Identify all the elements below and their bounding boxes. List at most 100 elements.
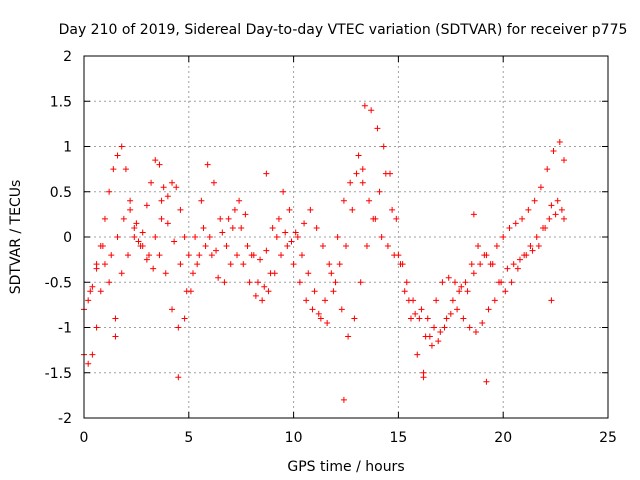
data-point [131,234,138,240]
data-point [208,252,215,259]
data-point [148,179,155,186]
data-point [502,288,509,295]
x-tick-label: 15 [389,430,407,446]
data-point [393,215,400,222]
data-point [219,229,226,236]
data-point [231,206,238,213]
data-point [449,297,456,304]
data-point [468,261,475,268]
data-point [560,157,567,164]
data-point [537,184,544,191]
data-point [175,324,182,331]
data-point [506,224,513,231]
data-point [336,261,343,268]
y-tick-label: -2 [58,411,72,427]
data-point [175,374,182,381]
data-point [401,288,408,295]
y-axis-label: SDTVAR / TECUs [8,180,24,295]
data-point [554,197,561,204]
data-point [510,261,517,268]
data-point [99,243,106,250]
data-point [433,297,440,304]
data-point [412,310,419,317]
data-point [296,279,303,286]
data-point [152,234,159,240]
series-track-c [87,170,565,376]
data-point [311,288,318,295]
data-point [173,184,180,191]
data-point [221,279,228,286]
data-point [194,261,201,268]
data-point [112,315,119,322]
data-point [301,220,308,227]
data-point [206,234,213,240]
tick-labels: 0 5 10 15 20 25 -2 -1.5 -1 -0.5 0 0.5 1 1.5 2 [45,49,617,446]
data-point [544,166,551,173]
data-point [382,170,389,177]
data-point [307,206,314,213]
data-point [286,206,293,213]
data-point [118,143,125,150]
data-point [177,261,184,268]
data-point [340,396,347,403]
data-point [145,252,152,259]
data-point [376,188,383,195]
data-point [521,252,528,259]
data-point [238,224,245,231]
y-tick-label: 1.5 [50,94,72,110]
data-point [162,270,169,277]
y-tick-label: 0.5 [50,185,72,201]
data-point [384,243,391,250]
data-point [263,170,270,177]
data-point [284,243,291,250]
data-point [198,197,205,204]
data-point [470,270,477,277]
data-point [294,234,301,240]
data-point [447,310,454,317]
data-point [407,315,414,322]
data-point [366,197,373,204]
data-point [535,243,542,250]
data-point [489,261,496,268]
data-point [261,283,268,290]
data-point [164,220,171,227]
data-point [533,234,540,240]
data-point [93,324,100,331]
data-point [246,279,253,286]
data-point [177,206,184,213]
data-point [125,252,132,259]
data-point [85,297,92,304]
data-point [512,220,519,227]
data-point [137,243,144,250]
data-point [93,261,100,268]
grid [84,56,608,418]
data-point [343,243,349,250]
data-point [439,279,446,286]
data-point [210,179,217,186]
data-point [527,243,534,250]
data-point [114,152,121,159]
data-point [464,288,471,295]
data-point [374,125,381,132]
data-point [361,102,368,109]
data-point [223,243,230,250]
series-track-a [81,102,567,336]
data-point [359,166,366,173]
data-point [127,197,134,204]
data-point [313,224,320,231]
data-point [110,166,117,173]
data-point [127,206,134,213]
data-point [357,279,364,286]
data-point [475,243,482,250]
data-point [143,202,150,209]
data-point [560,215,567,222]
data-point [101,261,108,268]
data-point [120,215,127,222]
data-point [458,283,465,290]
data-point [131,224,138,231]
data-point [370,215,377,222]
data-point [496,279,503,286]
data-points [81,102,567,403]
data-point [200,224,207,231]
